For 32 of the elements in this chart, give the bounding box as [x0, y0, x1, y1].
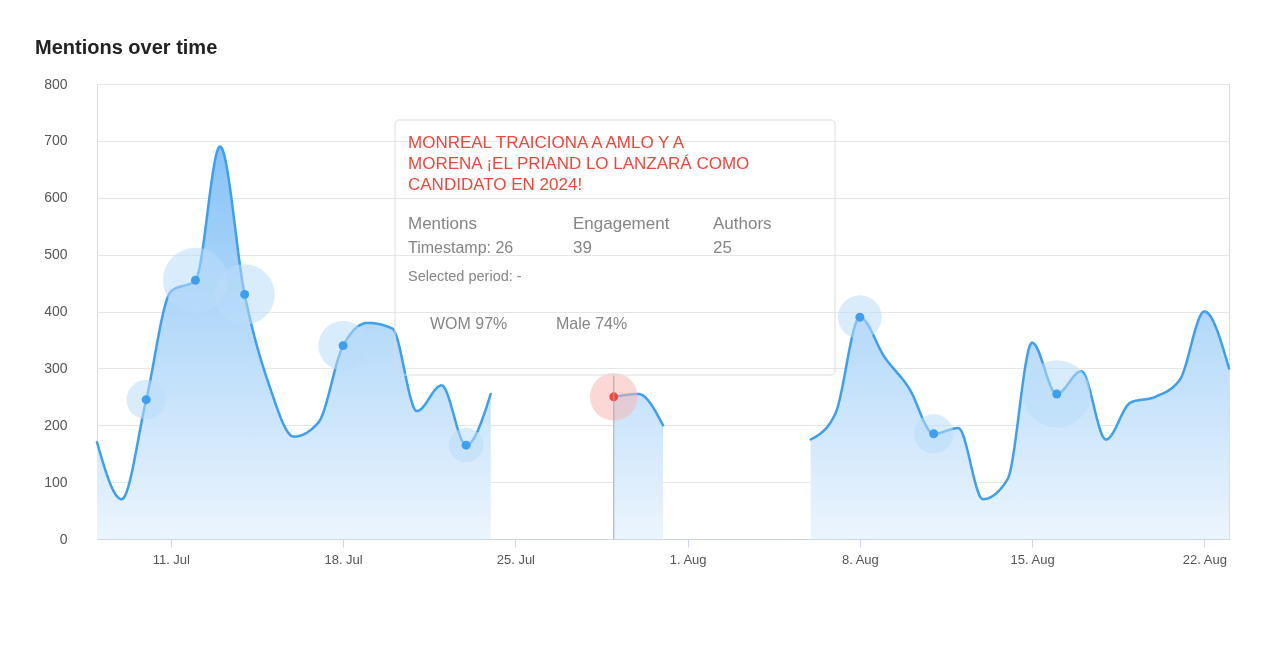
x-tick-label: 11. Jul [152, 551, 191, 567]
y-tick-label: 500 [44, 246, 68, 263]
annotation: WOM 97% [430, 315, 508, 332]
annotation: Mentions [408, 214, 477, 233]
chart-title: Mentions over time [35, 36, 218, 58]
y-tick-label: 700 [44, 132, 68, 149]
y-tick-label: 800 [44, 75, 68, 92]
annotation: MONREAL TRAICIONA A AMLO Y A MORENA ¡EL PRIAND LO LANZARÁ COMO CANDIDATO EN 2024! [408, 133, 750, 194]
point [338, 341, 348, 351]
point [1052, 389, 1062, 399]
x-tick-label: 25. Jul [496, 551, 536, 567]
y-tick-label: 400 [44, 303, 68, 319]
y-tick-label: 300 [44, 359, 68, 376]
point [190, 275, 200, 285]
point [855, 312, 865, 322]
annotation: Authors [713, 214, 772, 233]
x-tick-label: 15. Aug [1010, 551, 1055, 567]
annotation: 25 [713, 238, 732, 257]
y-tick-label: 0 [59, 530, 68, 547]
point [240, 289, 250, 299]
y-tick-label: 600 [44, 189, 68, 206]
annotation: Timestamp: 26 [408, 239, 514, 256]
x-tick-label: 18. Jul [324, 551, 363, 567]
x-tick-label: 22. Aug [1182, 551, 1227, 567]
y-tick-label: 100 [44, 473, 68, 490]
y-tick-label: 200 [44, 416, 68, 433]
annotation: Selected period: - [408, 268, 522, 284]
annotation: Male 74% [556, 315, 628, 332]
annotation: 39 [573, 238, 592, 257]
x-tick-label: 1. Aug [669, 551, 707, 567]
annotation: Engagement [573, 214, 670, 233]
x-tick-label: 8. Aug [841, 551, 879, 567]
